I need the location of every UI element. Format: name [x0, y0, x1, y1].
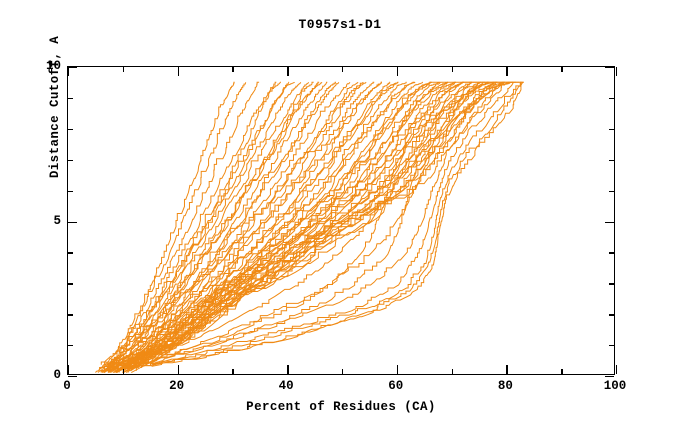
- tick-mark: [609, 283, 614, 285]
- tick-mark: [68, 365, 70, 374]
- tick-mark: [605, 221, 614, 223]
- tick-mark: [68, 221, 77, 223]
- series-line: [130, 82, 494, 366]
- series-line: [116, 82, 432, 371]
- series-line: [141, 82, 505, 364]
- series-line: [118, 82, 415, 371]
- tick-mark: [342, 67, 344, 72]
- tick-mark: [122, 369, 125, 374]
- x-tick-label: 20: [169, 379, 185, 393]
- tick-mark: [561, 67, 563, 72]
- tick-mark: [342, 369, 344, 374]
- plot-area: [67, 66, 618, 378]
- tick-mark: [287, 365, 289, 374]
- tick-mark: [506, 365, 508, 374]
- tick-mark: [609, 97, 614, 100]
- x-tick-label: 40: [278, 379, 294, 393]
- tick-mark: [605, 67, 614, 69]
- tick-mark: [616, 67, 618, 76]
- tick-mark: [177, 365, 179, 374]
- tick-mark: [609, 190, 614, 192]
- series-line: [123, 82, 485, 368]
- series-line: [139, 82, 524, 368]
- tick-mark: [68, 67, 70, 76]
- tick-mark: [287, 67, 289, 76]
- tick-mark: [609, 159, 614, 162]
- series-line: [102, 82, 301, 372]
- tick-mark: [68, 67, 77, 69]
- series-line: [110, 82, 415, 372]
- series-line: [107, 82, 364, 371]
- series-line: [123, 82, 464, 372]
- tick-mark: [451, 369, 453, 374]
- series-line: [105, 82, 323, 364]
- series-line: [129, 82, 507, 368]
- tick-mark: [177, 67, 179, 76]
- tick-mark: [609, 345, 614, 347]
- chart-title: T0957s1-D1: [298, 17, 382, 32]
- series-line: [132, 82, 502, 368]
- series-line: [131, 82, 488, 369]
- y-tick-label: 10: [45, 59, 61, 73]
- y-tick-label: 0: [53, 368, 61, 382]
- series-lines: [68, 67, 614, 374]
- tick-mark: [561, 369, 563, 374]
- series-line: [98, 82, 246, 372]
- tick-mark: [609, 314, 614, 316]
- series-line: [117, 82, 456, 372]
- series-line: [101, 82, 259, 372]
- tick-mark: [122, 67, 125, 72]
- tick-mark: [68, 128, 73, 131]
- y-axis-title: Distance Cutoff, A: [48, 35, 62, 179]
- tick-mark: [68, 314, 73, 316]
- series-line: [104, 82, 336, 371]
- y-tick-label: 5: [53, 213, 61, 228]
- tick-mark: [506, 67, 508, 76]
- series-line: [114, 82, 440, 369]
- x-axis-title: Percent of Residues (CA): [246, 400, 436, 414]
- tick-mark: [396, 365, 399, 374]
- tick-mark: [232, 369, 234, 374]
- x-tick-label: 60: [388, 379, 404, 393]
- series-line: [151, 82, 523, 364]
- tick-mark: [616, 365, 618, 374]
- series-line: [109, 82, 358, 372]
- series-line: [142, 82, 516, 368]
- series-line: [124, 82, 472, 369]
- series-line: [133, 82, 496, 368]
- series-line: [123, 82, 448, 371]
- tick-mark: [605, 376, 614, 378]
- x-tick-label: 0: [63, 379, 71, 393]
- series-line: [118, 82, 398, 371]
- tick-mark: [68, 283, 73, 285]
- tick-mark: [232, 67, 234, 72]
- series-line: [105, 82, 314, 371]
- tick-mark: [68, 252, 73, 254]
- x-tick-label: 80: [497, 379, 513, 393]
- tick-mark: [396, 67, 399, 76]
- series-line: [100, 82, 281, 369]
- tick-mark: [68, 159, 73, 162]
- tick-mark: [68, 190, 73, 192]
- tick-mark: [68, 97, 73, 100]
- x-tick-label: 100: [603, 379, 627, 393]
- series-line: [122, 82, 456, 369]
- tick-mark: [451, 67, 453, 72]
- series-line: [130, 82, 520, 368]
- tick-mark: [609, 252, 614, 254]
- tick-mark: [609, 128, 614, 131]
- series-line: [102, 82, 327, 372]
- tick-mark: [68, 345, 73, 347]
- tick-mark: [68, 376, 77, 378]
- series-line: [101, 82, 294, 364]
